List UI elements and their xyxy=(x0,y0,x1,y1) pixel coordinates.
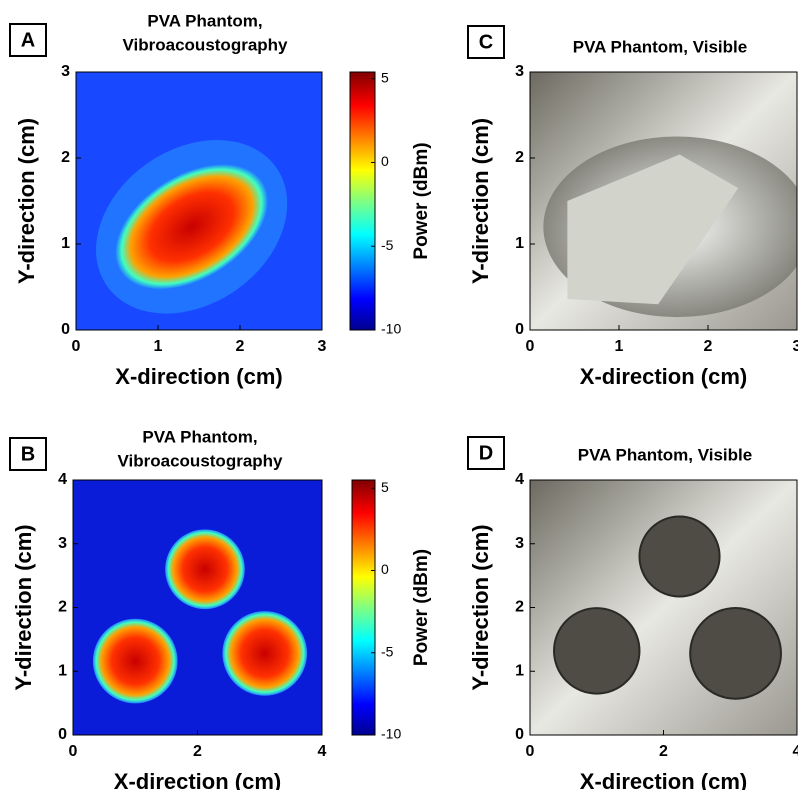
y-tick-label: 0 xyxy=(515,321,524,338)
x-tick-label: 2 xyxy=(193,743,202,760)
chart-title: Vibroacoustography xyxy=(123,35,289,54)
y-tick-label: 1 xyxy=(515,235,524,252)
chart-title: PVA Phantom, xyxy=(142,427,257,446)
figure: A PVA Phantom, Vibroacoustography 0 1 2 3 0 1 2 3 X… xyxy=(0,0,798,790)
y-tick-label: 0 xyxy=(515,726,524,743)
panel: C PVA Phantom, Visible 0 1 2 3 0 1 2 3 X-direction… xyxy=(468,26,798,389)
image-background xyxy=(530,480,797,735)
colorbar-label: Power (dBm) xyxy=(411,142,432,259)
colorbar-tick-label: 5 xyxy=(381,69,389,85)
image xyxy=(63,72,322,349)
chart-title: Vibroacoustography xyxy=(118,451,284,470)
x-axis-label: X-direction (cm) xyxy=(114,769,281,790)
y-tick-label: 3 xyxy=(515,535,524,552)
y-tick-label: 3 xyxy=(515,63,524,80)
x-tick-label: 1 xyxy=(154,338,163,355)
y-tick-label: 1 xyxy=(58,662,67,679)
y-tick-label: 0 xyxy=(61,321,70,338)
x-tick-label: 4 xyxy=(318,743,327,760)
panel-label: C xyxy=(479,31,493,53)
panel-label: B xyxy=(21,443,35,465)
image-disc xyxy=(554,608,639,693)
image-blob xyxy=(222,611,307,696)
y-tick-label: 1 xyxy=(61,235,70,252)
panel: A PVA Phantom, Vibroacoustography 0 1 2 3 0 1 2 3 X… xyxy=(10,11,432,388)
x-tick-label: 0 xyxy=(526,743,535,760)
colorbar-tick-label: -5 xyxy=(381,237,394,253)
image-disc xyxy=(639,516,719,596)
y-tick-label: 3 xyxy=(58,535,67,552)
x-axis-label: X-direction (cm) xyxy=(115,364,282,389)
colorbar-tick-label: 0 xyxy=(381,153,389,169)
y-tick-label: 1 xyxy=(515,662,524,679)
chart-title: PVA Phantom, Visible xyxy=(573,37,747,56)
x-tick-label: 3 xyxy=(793,338,798,355)
panel-label: D xyxy=(479,442,493,464)
y-tick-label: 2 xyxy=(58,599,67,616)
x-tick-label: 3 xyxy=(318,338,327,355)
panel: B PVA Phantom, Vibroacoustography 0 2 4 0 1 2 3 4 X… xyxy=(10,427,432,790)
x-tick-label: 4 xyxy=(793,743,798,760)
y-tick-label: 4 xyxy=(58,471,67,488)
chart-title: PVA Phantom, xyxy=(147,11,262,30)
colorbar-tick-label: 5 xyxy=(381,479,389,495)
y-tick-label: 0 xyxy=(58,726,67,743)
colorbar-tick-label: -10 xyxy=(381,321,401,337)
colorbar-tick-label: -10 xyxy=(381,726,401,742)
y-axis-label: Y-direction (cm) xyxy=(468,118,493,284)
y-tick-label: 2 xyxy=(515,599,524,616)
panel: D PVA Phantom, Visible 0 2 4 0 1 2 3 4 X-direction… xyxy=(468,437,798,790)
x-axis-label: X-direction (cm) xyxy=(580,364,747,389)
y-axis-label: Y-direction (cm) xyxy=(14,118,39,284)
y-axis-label: Y-direction (cm) xyxy=(11,524,36,690)
colorbar-tick-label: 0 xyxy=(381,561,389,577)
colorbar-label: Power (dBm) xyxy=(411,549,432,666)
y-axis-label: Y-direction (cm) xyxy=(468,524,493,690)
chart-title: PVA Phantom, Visible xyxy=(578,445,752,464)
colorbar-tick-label: -5 xyxy=(381,643,394,659)
image-disc xyxy=(690,608,781,699)
y-tick-label: 2 xyxy=(515,149,524,166)
x-tick-label: 2 xyxy=(659,743,668,760)
panel-label: A xyxy=(21,29,35,51)
y-tick-label: 3 xyxy=(61,63,70,80)
x-tick-label: 0 xyxy=(526,338,535,355)
image xyxy=(530,72,798,330)
x-axis-label: X-direction (cm) xyxy=(580,769,747,790)
x-tick-label: 1 xyxy=(615,338,624,355)
image-blob xyxy=(165,529,245,609)
image-blob xyxy=(93,619,178,704)
image xyxy=(530,480,797,735)
y-tick-label: 2 xyxy=(61,149,70,166)
colorbar xyxy=(352,480,375,735)
x-tick-label: 2 xyxy=(704,338,713,355)
x-tick-label: 0 xyxy=(69,743,78,760)
y-tick-label: 4 xyxy=(515,471,524,488)
colorbar xyxy=(350,72,375,330)
image xyxy=(73,480,322,735)
x-tick-label: 0 xyxy=(72,338,81,355)
x-tick-label: 2 xyxy=(236,338,245,355)
